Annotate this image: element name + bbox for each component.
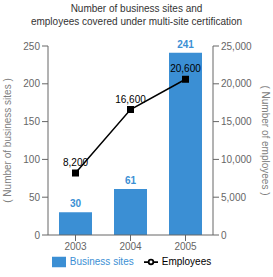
- html-text:Employees: Employees: [161, 255, 212, 267]
- svg-text:61: 61: [125, 175, 137, 186]
- svg-text:0: 0: [221, 230, 227, 241]
- svg-text:0: 0: [34, 230, 40, 241]
- svg-text:241: 241: [177, 39, 194, 50]
- html-text:Number of business sites and: Number of business sites and: [70, 3, 203, 14]
- html-text:employees covered under multi-: employees covered under multi-site certi…: [30, 16, 243, 27]
- svg-text:5,000: 5,000: [221, 192, 246, 203]
- html-text:Business sites: Business sites: [69, 255, 134, 267]
- svg-text:20,600: 20,600: [170, 63, 201, 74]
- svg-text:25,000: 25,000: [221, 41, 252, 52]
- svg-text:30: 30: [70, 198, 82, 209]
- svg-text:2004: 2004: [119, 241, 142, 252]
- svg-text:2003: 2003: [64, 241, 87, 252]
- svg-text:250: 250: [23, 41, 40, 52]
- svg-text:200: 200: [23, 78, 40, 89]
- svg-text:100: 100: [23, 154, 40, 165]
- svg-text:( Number of employees ): ( Number of employees ): [260, 85, 265, 195]
- svg-text:2005: 2005: [174, 241, 197, 252]
- svg-text:( Number of business sites ): ( Number of business sites ): [8, 78, 13, 203]
- svg-text:150: 150: [23, 116, 40, 127]
- svg-text:50: 50: [29, 192, 41, 203]
- svg-text:16,600: 16,600: [115, 94, 146, 105]
- svg-text:10,000: 10,000: [221, 154, 252, 165]
- svg-text:20,000: 20,000: [221, 78, 252, 89]
- svg-text:15,000: 15,000: [221, 116, 252, 127]
- svg-text:8,200: 8,200: [63, 157, 88, 168]
